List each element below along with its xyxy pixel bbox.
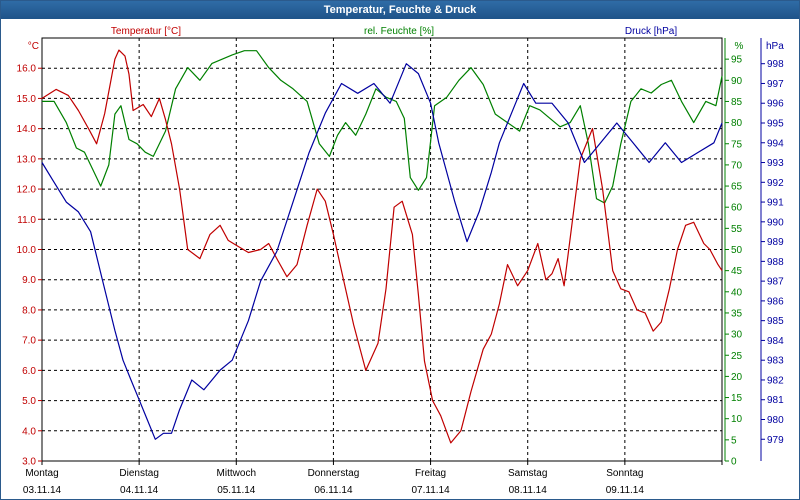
humidity-tick-label: 50: [731, 245, 743, 256]
x-day-label: Montag: [25, 468, 58, 479]
humidity-tick-label: 85: [731, 97, 743, 108]
x-day-label: Samstag: [508, 468, 547, 479]
humidity-tick-label: 40: [731, 287, 743, 298]
humidity-tick-label: 70: [731, 160, 743, 171]
humidity-tick-label: 80: [731, 118, 743, 129]
temperature-tick-label: 11.0: [17, 215, 36, 226]
x-date-label: 03.11.14: [23, 485, 62, 496]
temperature-tick-label: 13.0: [17, 154, 37, 165]
x-date-label: 04.11.14: [120, 485, 159, 496]
pressure-tick-label: 987: [767, 277, 784, 288]
x-day-label: Mittwoch: [217, 468, 256, 479]
pressure-tick-label: 990: [767, 217, 784, 228]
pressure-tick-label: 985: [767, 316, 784, 327]
pressure-tick-label: 984: [767, 336, 784, 347]
pressure-tick-label: 983: [767, 356, 784, 367]
pressure-tick-label: 991: [767, 198, 784, 209]
pressure-tick-label: 995: [767, 118, 784, 129]
humidity-tick-label: 75: [731, 139, 743, 150]
temperature-tick-label: 9.0: [22, 275, 36, 286]
window-title: Temperatur, Feuchte & Druck: [1, 1, 799, 19]
temperature-tick-label: 6.0: [22, 366, 36, 377]
humidity-unit-label: %: [735, 41, 744, 52]
x-day-label: Donnerstag: [308, 468, 360, 479]
legend-pressure: Druck [hPa]: [625, 26, 677, 37]
pressure-tick-label: 982: [767, 375, 784, 386]
humidity-tick-label: 95: [731, 55, 743, 66]
pressure-tick-label: 997: [767, 79, 784, 90]
humidity-tick-label: 25: [731, 351, 743, 362]
humidity-tick-label: 5: [731, 435, 737, 446]
x-date-label: 07.11.14: [411, 485, 450, 496]
pressure-tick-label: 996: [767, 99, 784, 110]
humidity-tick-label: 10: [731, 414, 743, 425]
pressure-tick-label: 980: [767, 415, 784, 426]
legend-humidity: rel. Feuchte [%]: [364, 26, 434, 37]
temperature-tick-label: 3.0: [22, 457, 36, 468]
x-day-label: Dienstag: [119, 468, 158, 479]
x-date-label: 06.11.14: [314, 485, 353, 496]
pressure-tick-label: 994: [767, 138, 784, 149]
temperature-tick-label: 5.0: [22, 396, 36, 407]
humidity-tick-label: 30: [731, 330, 743, 341]
x-date-label: 08.11.14: [509, 485, 548, 496]
temperature-tick-label: 15.0: [17, 94, 37, 105]
humidity-tick-label: 35: [731, 308, 743, 319]
x-day-label: Freitag: [415, 468, 446, 479]
pressure-tick-label: 979: [767, 435, 784, 446]
series-line-pressure: [41, 63, 723, 440]
humidity-tick-label: 15: [731, 393, 743, 404]
pressure-tick-label: 993: [767, 158, 784, 169]
pressure-tick-label: 981: [767, 395, 784, 406]
temperature-tick-label: 7.0: [22, 336, 36, 347]
x-day-label: Sonntag: [606, 468, 643, 479]
humidity-tick-label: 45: [731, 266, 743, 277]
legend-temperature: Temperatur [°C]: [111, 26, 181, 37]
pressure-tick-label: 989: [767, 237, 784, 248]
humidity-tick-label: 60: [731, 203, 743, 214]
pressure-tick-label: 988: [767, 257, 784, 268]
temperature-unit-label: °C: [28, 41, 39, 52]
temperature-tick-label: 16.0: [17, 64, 37, 75]
humidity-tick-label: 0: [731, 457, 737, 468]
series-line-temperature: [41, 49, 723, 444]
temperature-tick-label: 10.0: [17, 245, 37, 256]
humidity-tick-label: 55: [731, 224, 743, 235]
temperature-tick-label: 8.0: [22, 305, 36, 316]
x-date-label: 09.11.14: [606, 485, 645, 496]
series-line-humidity: [42, 50, 723, 204]
humidity-tick-label: 90: [731, 76, 743, 87]
pressure-tick-label: 986: [767, 296, 784, 307]
temperature-tick-label: 4.0: [22, 426, 36, 437]
temperature-tick-label: 12.0: [17, 185, 37, 196]
x-date-label: 05.11.14: [217, 485, 256, 496]
pressure-tick-label: 998: [767, 59, 784, 70]
humidity-tick-label: 20: [731, 372, 743, 383]
humidity-tick-label: 65: [731, 182, 743, 193]
temperature-tick-label: 14.0: [17, 124, 37, 135]
pressure-unit-label: hPa: [766, 41, 784, 52]
pressure-tick-label: 992: [767, 178, 784, 189]
